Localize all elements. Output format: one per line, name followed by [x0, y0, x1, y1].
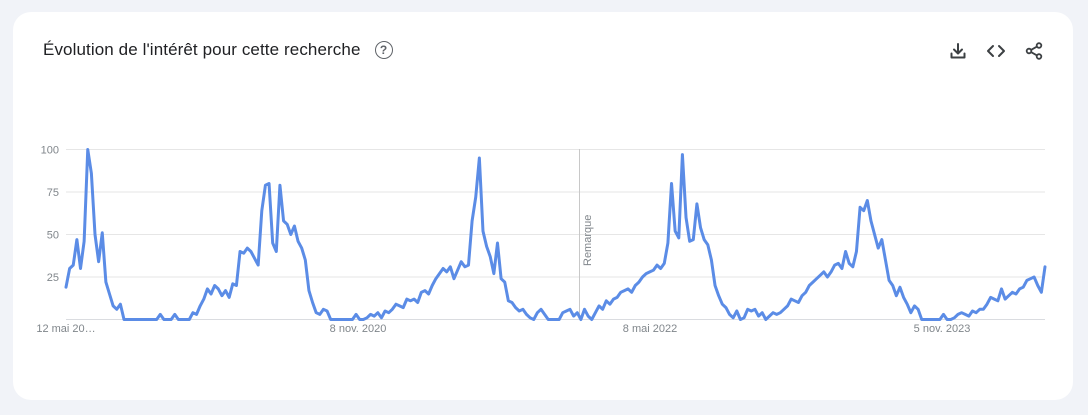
x-tick-label: 5 nov. 2023: [914, 323, 971, 335]
y-tick-label: 25: [47, 272, 59, 284]
download-icon: [950, 43, 966, 59]
card-header: Évolution de l'intérêt pour cette recher…: [43, 40, 393, 60]
note-marker: Remarque: [579, 149, 594, 319]
y-tick-label: 75: [47, 187, 59, 199]
x-tick-label: 8 nov. 2020: [330, 323, 387, 335]
series-line[interactable]: [64, 148, 1047, 321]
download-button[interactable]: [947, 40, 969, 62]
help-circle-icon[interactable]: ?: [374, 41, 393, 59]
note-label[interactable]: Remarque: [582, 215, 594, 266]
y-tick-label: 50: [47, 230, 59, 242]
embed-button[interactable]: [985, 40, 1007, 62]
share-icon: [1025, 42, 1043, 60]
x-tick-labels: 12 mai 20… 8 nov. 2020 8 mai 2022 5 nov. 20…: [36, 323, 970, 335]
card-actions: [947, 40, 1045, 62]
x-tick-label: 12 mai 20…: [36, 323, 95, 335]
x-tick-label: 8 mai 2022: [623, 323, 677, 335]
code-icon: [987, 45, 1005, 57]
card-title: Évolution de l'intérêt pour cette recher…: [43, 40, 361, 59]
chart-card: Évolution de l'intérêt pour cette recher…: [13, 12, 1073, 400]
y-tick-labels: 25 50 75 100: [41, 145, 59, 285]
share-button[interactable]: [1023, 40, 1045, 62]
series-layer: [64, 148, 1047, 321]
y-tick-label: 100: [41, 145, 59, 157]
